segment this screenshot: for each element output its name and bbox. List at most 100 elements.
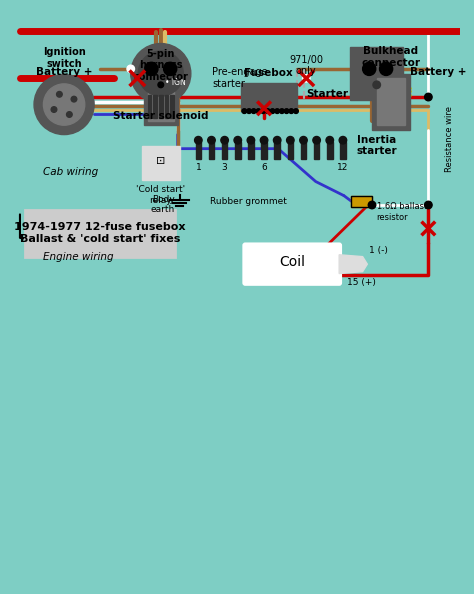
Text: 'Cold start'
relay: 'Cold start' relay — [136, 185, 185, 205]
Circle shape — [208, 137, 215, 144]
Circle shape — [51, 107, 57, 112]
Bar — [248, 142, 254, 159]
Bar — [195, 142, 201, 159]
Bar — [142, 146, 180, 179]
Text: 15 (+): 15 (+) — [346, 279, 375, 287]
Text: Bulkhead
connector: Bulkhead connector — [361, 46, 420, 68]
Circle shape — [289, 109, 293, 113]
Circle shape — [373, 81, 381, 89]
Bar — [372, 74, 410, 130]
Text: 1: 1 — [195, 163, 201, 172]
Circle shape — [66, 112, 72, 117]
Circle shape — [275, 109, 280, 113]
Bar — [235, 142, 241, 159]
Circle shape — [195, 137, 202, 144]
Bar — [261, 142, 267, 159]
Circle shape — [287, 137, 294, 144]
Circle shape — [56, 91, 62, 97]
Text: Battery +: Battery + — [410, 67, 466, 77]
Text: 12: 12 — [337, 163, 348, 172]
Bar — [144, 88, 178, 125]
Bar — [170, 95, 174, 118]
Circle shape — [256, 109, 261, 113]
Circle shape — [260, 137, 268, 144]
Text: ⊡: ⊡ — [156, 156, 165, 166]
Circle shape — [302, 74, 310, 82]
Bar — [209, 142, 214, 159]
Bar — [301, 142, 306, 159]
Text: 1 (-): 1 (-) — [369, 247, 388, 255]
Circle shape — [425, 201, 432, 208]
Text: Inertia
starter: Inertia starter — [356, 135, 397, 156]
Circle shape — [273, 137, 281, 144]
Bar — [288, 142, 293, 159]
Circle shape — [368, 201, 376, 208]
Text: 3: 3 — [222, 163, 228, 172]
Circle shape — [138, 51, 183, 96]
Circle shape — [293, 109, 298, 113]
Circle shape — [270, 109, 275, 113]
Circle shape — [127, 65, 135, 72]
Circle shape — [247, 137, 255, 144]
Circle shape — [363, 62, 376, 75]
Polygon shape — [339, 255, 367, 273]
Bar — [350, 48, 403, 100]
Circle shape — [251, 109, 256, 113]
Circle shape — [158, 82, 164, 88]
Circle shape — [221, 137, 228, 144]
Circle shape — [246, 109, 251, 113]
Bar — [377, 78, 405, 125]
Text: Ignition
switch: Ignition switch — [43, 48, 85, 69]
Circle shape — [34, 74, 94, 135]
Text: Fusebox: Fusebox — [245, 68, 293, 78]
Text: 1.6Ω ballast
resistor: 1.6Ω ballast resistor — [377, 202, 427, 222]
Circle shape — [265, 109, 270, 113]
Bar — [340, 142, 346, 159]
Text: Starter: Starter — [306, 89, 348, 99]
FancyBboxPatch shape — [243, 244, 341, 285]
Text: Rubber grommet: Rubber grommet — [210, 197, 286, 207]
Circle shape — [131, 43, 191, 103]
Text: • IGN: • IGN — [164, 78, 185, 87]
Bar — [327, 142, 333, 159]
Bar — [159, 95, 163, 118]
Circle shape — [234, 137, 242, 144]
Circle shape — [313, 137, 320, 144]
Circle shape — [71, 96, 77, 102]
Text: Cab wiring: Cab wiring — [44, 167, 99, 177]
Bar — [147, 95, 151, 118]
Text: 5-pin
harness
connector: 5-pin harness connector — [133, 49, 188, 82]
Circle shape — [326, 137, 334, 144]
Circle shape — [164, 62, 177, 75]
Text: Pre-engage
starter: Pre-engage starter — [212, 68, 268, 89]
Circle shape — [145, 62, 158, 75]
Circle shape — [242, 109, 246, 113]
Text: Resistance wire: Resistance wire — [445, 106, 454, 172]
Bar — [274, 142, 280, 159]
Bar — [314, 142, 319, 159]
Text: Engine wiring: Engine wiring — [44, 252, 114, 261]
Bar — [241, 83, 297, 111]
Bar — [164, 95, 168, 118]
Circle shape — [280, 109, 284, 113]
Circle shape — [284, 109, 289, 113]
Text: 1974-1977 12-fuse fusebox
Ballast & 'cold start' fixes: 1974-1977 12-fuse fusebox Ballast & 'col… — [14, 222, 185, 244]
Bar — [222, 142, 228, 159]
Text: Body
earth: Body earth — [151, 195, 175, 214]
Bar — [25, 210, 175, 257]
Text: 971/00
only: 971/00 only — [289, 55, 323, 77]
Circle shape — [261, 109, 265, 113]
Text: Battery +: Battery + — [36, 67, 92, 77]
Text: Starter solenoid: Starter solenoid — [113, 111, 209, 121]
Circle shape — [339, 137, 346, 144]
Circle shape — [44, 84, 85, 125]
Text: 6: 6 — [261, 163, 267, 172]
Circle shape — [380, 62, 392, 75]
Bar — [147, 91, 174, 121]
Bar — [153, 95, 157, 118]
Text: Coil: Coil — [279, 255, 305, 269]
Bar — [351, 195, 372, 207]
Circle shape — [300, 137, 307, 144]
Bar — [351, 195, 372, 207]
Circle shape — [425, 93, 432, 101]
